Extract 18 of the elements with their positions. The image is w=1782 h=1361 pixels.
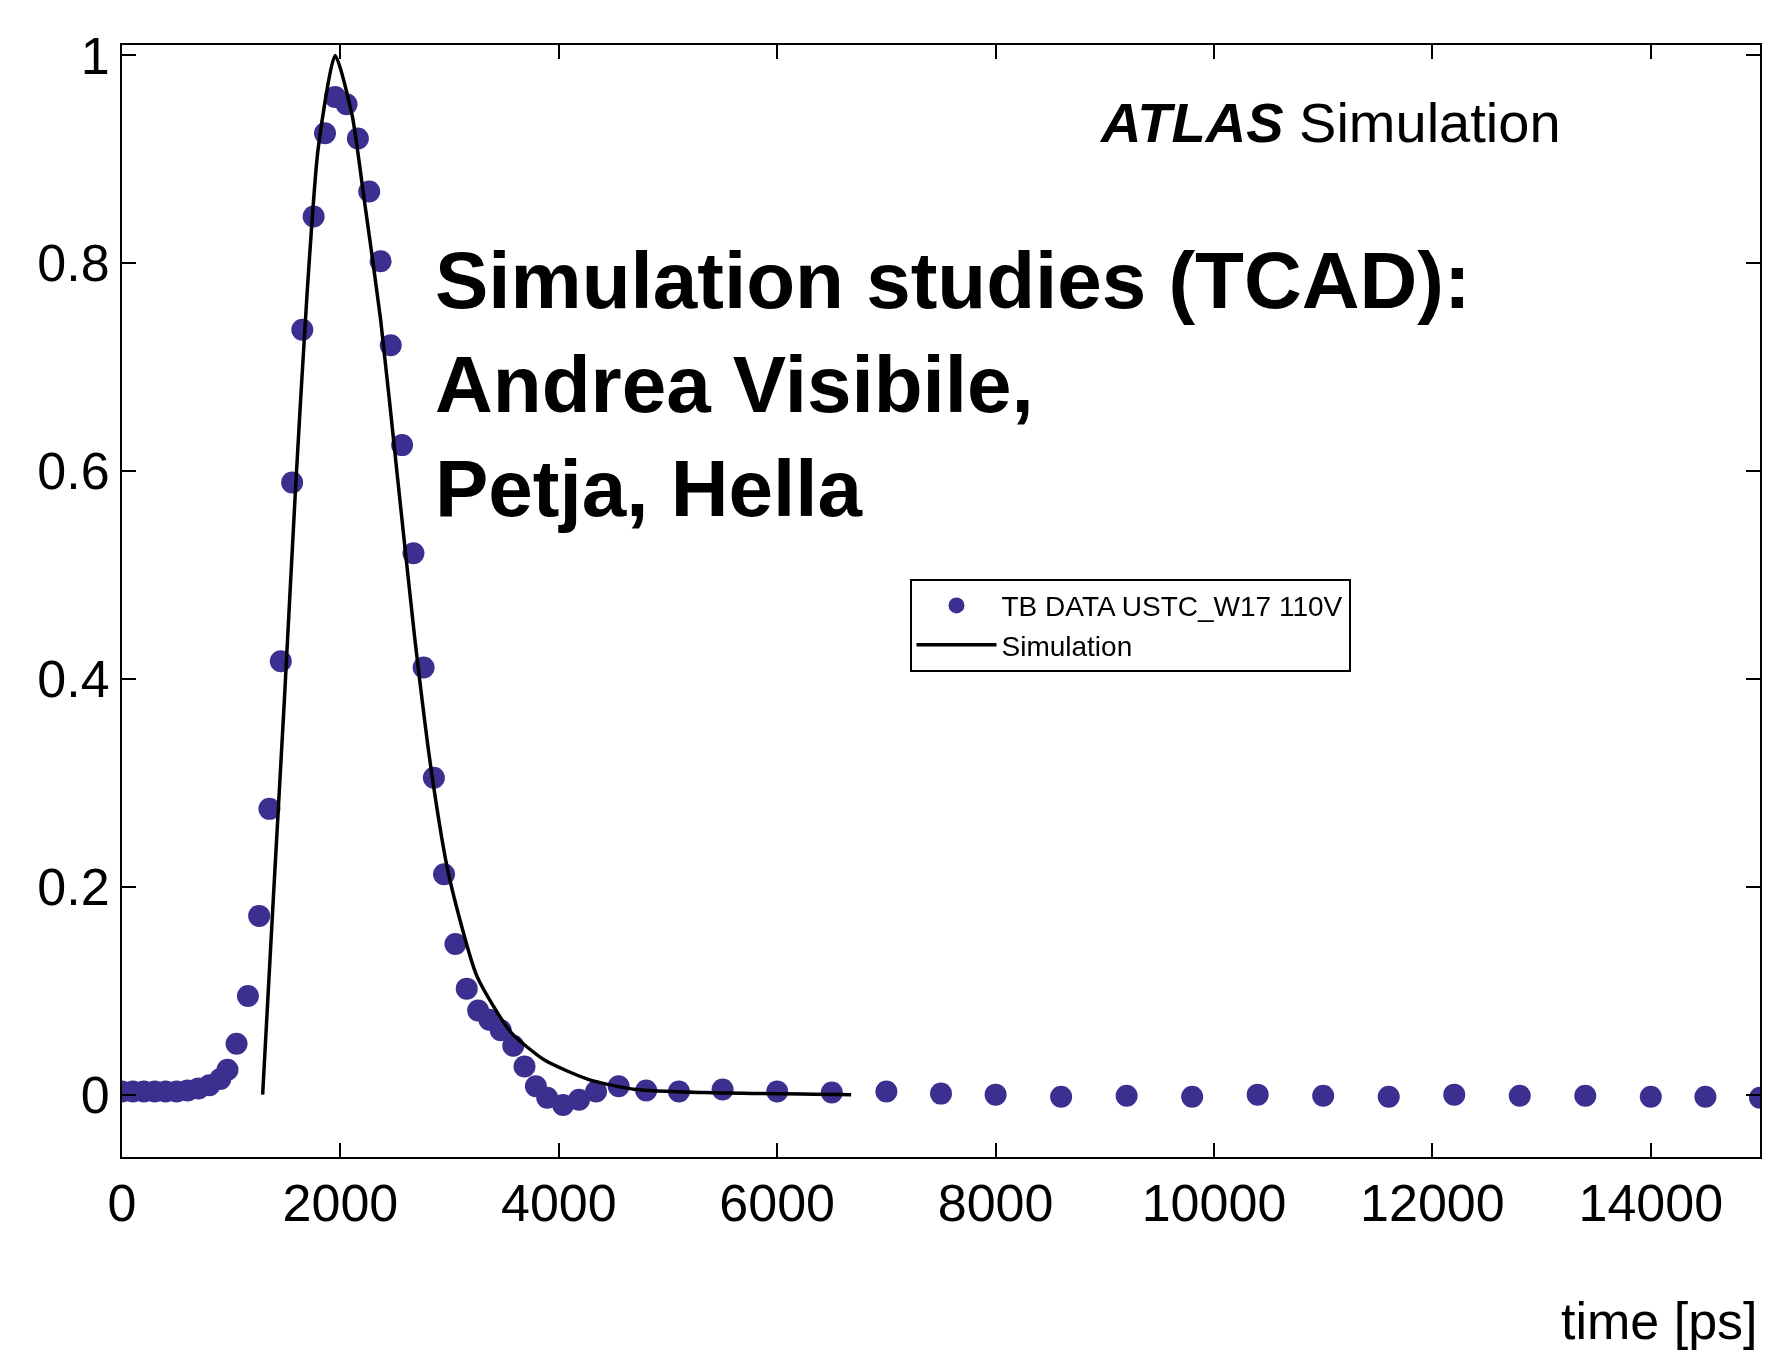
- legend-label: TB DATA USTC_W17 110V: [1001, 591, 1343, 623]
- x-tick-label: 12000: [1360, 1174, 1505, 1233]
- y-tick-label: 0.6: [37, 442, 110, 501]
- x-tick-label: 4000: [500, 1174, 617, 1233]
- annotation: ATLAS Simulation: [1099, 91, 1561, 154]
- y-tick-label: 0.2: [37, 857, 110, 916]
- legend-label: Simulation: [1001, 630, 1133, 662]
- y-tick-label: 0.4: [37, 650, 110, 709]
- x-tick-label: 6000: [719, 1174, 836, 1233]
- x-axis-title: time [ps]: [1561, 1292, 1758, 1350]
- x-tick-label: 14000: [1578, 1174, 1724, 1233]
- y-tick-label: 0: [80, 1065, 110, 1124]
- x-tick-label: 8000: [937, 1174, 1054, 1233]
- y-tick-label: 0.8: [37, 234, 110, 293]
- annotation: Simulation studies (TCAD):Andrea Visibile, Petja, Hella: [435, 236, 1471, 533]
- x-tick-label: 2000: [282, 1174, 399, 1233]
- x-tick-label: 10000: [1141, 1174, 1287, 1233]
- y-tick-label: 1: [80, 26, 110, 85]
